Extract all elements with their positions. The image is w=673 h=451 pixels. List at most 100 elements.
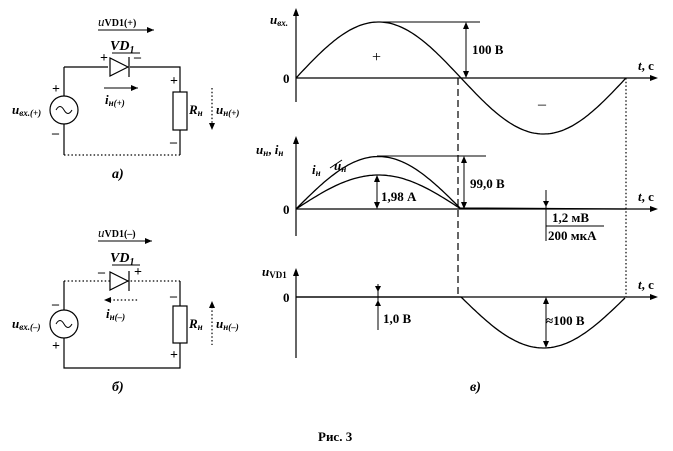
diode-name-sub-b: 1 (129, 257, 134, 268)
diode-minus-a: – (133, 50, 142, 65)
output-voltage-main-b: u (216, 316, 223, 331)
y-label-2: uн, iн (256, 142, 283, 158)
zero-label-1: 0 (283, 71, 290, 86)
load-minus-a: – (169, 135, 178, 150)
diode-plus-a: + (100, 51, 108, 66)
current-label-a: iн(+) (105, 92, 125, 108)
diode-name-a: VD1 (110, 39, 134, 56)
forward-voltage-label: 1,0 В (383, 311, 412, 326)
x-label-1: t, с (638, 58, 654, 73)
x-label-1-unit: , с (642, 58, 655, 73)
input-voltage-main-b: u (12, 316, 19, 331)
y-label-2-sep: , (268, 142, 275, 157)
figure-caption: Рис. 3 (318, 429, 353, 444)
series-u-main: u (334, 158, 341, 173)
load-plus-b: + (170, 348, 178, 363)
reverse-voltage-peak-label: ≈100 В (546, 313, 585, 328)
load-minus-b: – (169, 289, 178, 304)
diode-name-main-a: VD (110, 39, 129, 54)
series-i-main: i (312, 162, 316, 177)
diode-plus-b: + (134, 265, 142, 280)
y-label-2-u: u (256, 142, 263, 157)
diode-minus-b: – (97, 265, 106, 280)
diode-voltage-sub-b: VD1(–) (105, 229, 136, 240)
circuit-b: uVD1(–) VD1 – + – + uвх.(–) iн(–) – + Rн… (12, 225, 239, 395)
graph-input-voltage: uвх. 0 t, с 100 В + – (270, 8, 658, 135)
load-plus-a: + (170, 74, 178, 89)
diode-voltage-symbol-b: u (98, 225, 105, 240)
input-voltage-curve (295, 21, 627, 135)
output-voltage-label-b: uн(–) (216, 316, 239, 332)
input-voltage-main-a: u (12, 102, 19, 117)
output-voltage-sub-b: н(–) (223, 322, 239, 332)
input-voltage-label-a: uвх.(+) (12, 102, 41, 118)
resistor-label-a: Rн (188, 102, 203, 118)
output-voltage-main-a: u (216, 102, 223, 117)
diode-symbol-a (109, 57, 130, 77)
current-main-a: i (105, 92, 109, 107)
current-label-b: iн(–) (106, 306, 125, 322)
diode-voltage-label-b: uVD1(–) (98, 225, 136, 240)
y-label-2-sub1: н (263, 148, 268, 158)
y-label-3: uVD1 (262, 264, 287, 280)
diode-name-main-b: VD (110, 251, 129, 266)
series-i-label: iн (312, 162, 321, 178)
source-plus-b: + (52, 339, 60, 354)
diode-symbol-b (109, 271, 130, 291)
input-voltage-sub-a: вх.(+) (19, 108, 41, 118)
ac-wave-icon-b (55, 320, 73, 328)
reverse-current-label: 200 мкА (548, 228, 597, 243)
x-label-3-unit: , с (642, 277, 655, 292)
diode-voltage-label-a: uVD1(+) (98, 14, 136, 29)
circuit-a: uVD1(+) VD1 + – + – uвх.(+) iн(+) + – Rн (12, 14, 239, 182)
x-label-2-unit: , с (642, 189, 655, 204)
series-u-sub: н (341, 164, 346, 174)
load-voltage-curve (295, 155, 627, 210)
load-resistor-b (172, 305, 188, 344)
input-voltage-sub-b: вх.(–) (19, 322, 40, 332)
resistor-main-b: R (188, 316, 198, 331)
resistor-sub-a: н (198, 108, 203, 118)
graph-diode-voltage: uVD1 0 t, с 1,0 В ≈100 В в) (262, 264, 658, 395)
diode-voltage-symbol-a: u (98, 14, 105, 29)
source-plus-a: + (52, 82, 60, 97)
zero-label-3: 0 (283, 290, 290, 305)
x-label-1-t: t (638, 58, 642, 73)
output-voltage-label-a: uн(+) (216, 102, 239, 118)
series-u-leader (329, 159, 343, 169)
panel-label-c: в) (470, 380, 481, 395)
current-sub-a: н(+) (109, 98, 125, 108)
diode-voltage-sub-a: VD1(+) (105, 18, 137, 29)
diode-name-b: VD1 (110, 251, 134, 268)
diode-voltage-curve (296, 296, 626, 349)
source-minus-b: – (51, 297, 60, 312)
panel-label-a: а) (112, 167, 124, 182)
source-minus-a: – (51, 126, 60, 141)
y-label-2-sub2: н (278, 148, 283, 158)
series-i-sub: н (316, 168, 321, 178)
output-voltage-sub-a: н(+) (223, 108, 239, 118)
input-voltage-label-b: uвх.(–) (12, 316, 41, 332)
current-peak-label: 1,98 А (381, 189, 417, 204)
x-label-3-t: t (638, 277, 642, 292)
x-label-2-t: t (638, 189, 642, 204)
y-label-2-i: i (275, 142, 279, 157)
voltage-peak-label: 99,0 В (470, 176, 505, 191)
positive-halfwave-sign: + (372, 49, 381, 66)
reverse-voltage-label: 1,2 мВ (552, 210, 589, 225)
x-label-3: t, с (638, 277, 654, 292)
y-label-1-sub: вх. (277, 18, 288, 28)
resistor-main-a: R (188, 102, 198, 117)
ac-wave-icon-a (55, 106, 73, 114)
load-resistor-a (172, 91, 188, 131)
series-u-label: uн (334, 158, 346, 174)
panel-label-b: б) (112, 380, 124, 395)
y-label-3-sub: VD1 (269, 270, 287, 280)
y-label-1: uвх. (270, 12, 288, 28)
zero-label-2: 0 (283, 202, 290, 217)
y-label-1-main: u (270, 12, 277, 27)
load-current-curve (295, 174, 461, 210)
amplitude-label-1: 100 В (472, 42, 504, 57)
resistor-sub-b: н (198, 322, 203, 332)
